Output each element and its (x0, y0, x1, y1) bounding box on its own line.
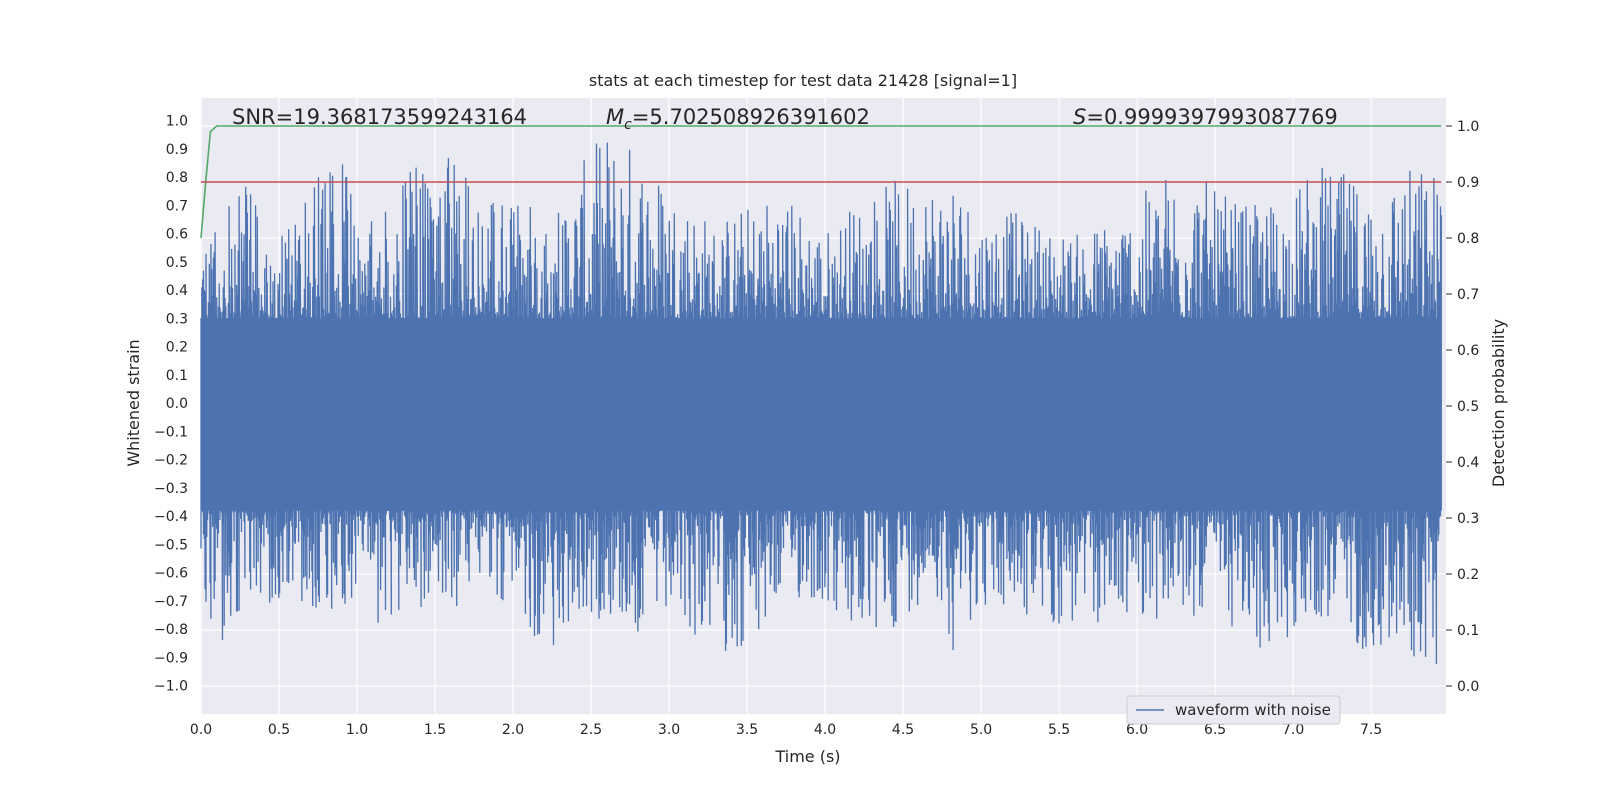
x-tick-label: 5.0 (970, 722, 992, 738)
x-tick-label: 4.0 (814, 722, 836, 738)
waveform-line (200, 142, 1442, 664)
x-tick-label: 1.5 (424, 722, 446, 738)
y-left-tick-label: 0.1 (166, 368, 188, 384)
y-left-tick-label: −0.5 (154, 537, 188, 553)
y-left-tick-label: 0.9 (166, 142, 188, 158)
y-left-tick-label: 0.6 (166, 227, 188, 243)
y-axis-left: 1.0 0.9 0.8 0.7 0.6 0.5 0.4 0.3 0.2 0.1 0.0 −0.1 −0.… (154, 114, 188, 695)
x-tick-label: 3.5 (736, 722, 758, 738)
x-tick-label: 7.5 (1360, 722, 1382, 738)
chirp-mass-annotation: Mc=5.702508926391602 (606, 105, 870, 133)
y-left-tick-label: 0.7 (166, 198, 188, 214)
x-axis-label: Time (s) (774, 747, 840, 766)
y-left-tick-label: −0.8 (154, 622, 188, 638)
y-left-tick-label: 0.5 (166, 255, 188, 271)
s-annotation: S=0.9999397993087769 (1073, 105, 1338, 129)
series-waveform (200, 142, 1442, 664)
x-tick-label: 7.0 (1282, 722, 1304, 738)
y-right-tick-label: 0.4 (1457, 455, 1479, 471)
y-left-tick-label: −0.4 (154, 509, 188, 525)
x-tick-label: 0.5 (268, 722, 290, 738)
x-tick-label: 2.0 (502, 722, 524, 738)
line-detection-probability (200, 125, 1442, 239)
y-left-tick-label: −0.2 (154, 453, 188, 469)
legend-label: waveform with noise (1175, 701, 1331, 719)
y-left-tick-label: −0.1 (154, 424, 188, 440)
chirp-mass-value: =5.702508926391602 (632, 105, 870, 129)
y-left-tick-label: 0.3 (166, 311, 188, 327)
x-tick-label: 4.5 (892, 722, 914, 738)
y-right-tick-label: 0.3 (1457, 511, 1479, 527)
y-axis-right-label: Detection probability (1489, 319, 1508, 487)
y-right-tick-label: 0.6 (1457, 343, 1479, 359)
x-tick-label: 1.0 (346, 722, 368, 738)
legend: waveform with noise (1126, 695, 1341, 725)
y-left-tick-label: 0.4 (166, 283, 188, 299)
y-left-tick-label: −0.7 (154, 594, 188, 610)
y-left-tick-label: 0.0 (166, 396, 188, 412)
y-right-tick-label: 0.7 (1457, 287, 1479, 303)
x-tick-label: 3.0 (658, 722, 680, 738)
chirp-mass-subscript: c (624, 117, 632, 133)
y-right-tick-label: 0.8 (1457, 231, 1479, 247)
x-axis: 0.0 0.5 1.0 1.5 2.0 2.5 3.0 3.5 4.0 4.5 5.0 5.5 6.0 6… (190, 722, 1382, 738)
y-right-tick-label: 0.0 (1457, 679, 1479, 695)
y-left-tick-label: −0.9 (154, 650, 188, 666)
x-tick-label: 0.0 (190, 722, 212, 738)
y-left-tick-label: 1.0 (166, 114, 188, 130)
series-probability (200, 125, 1442, 239)
s-value: =0.9999397993087769 (1086, 105, 1337, 129)
y-left-tick-label: −0.3 (154, 481, 188, 497)
y-left-tick-label: 0.8 (166, 170, 188, 186)
snr-annotation: SNR=19.368173599243164 (232, 105, 527, 129)
y-right-tick-label: 1.0 (1457, 119, 1479, 135)
chirp-mass-symbol: M (606, 105, 624, 129)
x-tick-label: 6.0 (1126, 722, 1148, 738)
x-tick-label: 5.5 (1048, 722, 1070, 738)
y-axis-left-label: Whitened strain (124, 339, 143, 466)
y-left-tick-label: −0.6 (154, 566, 188, 582)
legend-box (1126, 695, 1341, 725)
x-tick-label: 6.5 (1204, 722, 1226, 738)
y-axis-right: 1.0 0.9 0.8 0.7 0.6 0.5 0.4 0.3 0.2 0.1 0.0 (1446, 119, 1479, 695)
x-tick-label: 2.5 (580, 722, 602, 738)
y-right-tick-label: 0.9 (1457, 175, 1479, 191)
chart-title: stats at each timestep for test data 214… (589, 71, 1017, 90)
y-right-tick-label: 0.5 (1457, 399, 1479, 415)
s-symbol: S (1073, 105, 1086, 129)
y-left-tick-label: 0.2 (166, 340, 188, 356)
y-left-tick-label: −1.0 (154, 679, 188, 695)
y-right-tick-label: 0.2 (1457, 567, 1479, 583)
y-right-tick-label: 0.1 (1457, 623, 1479, 639)
